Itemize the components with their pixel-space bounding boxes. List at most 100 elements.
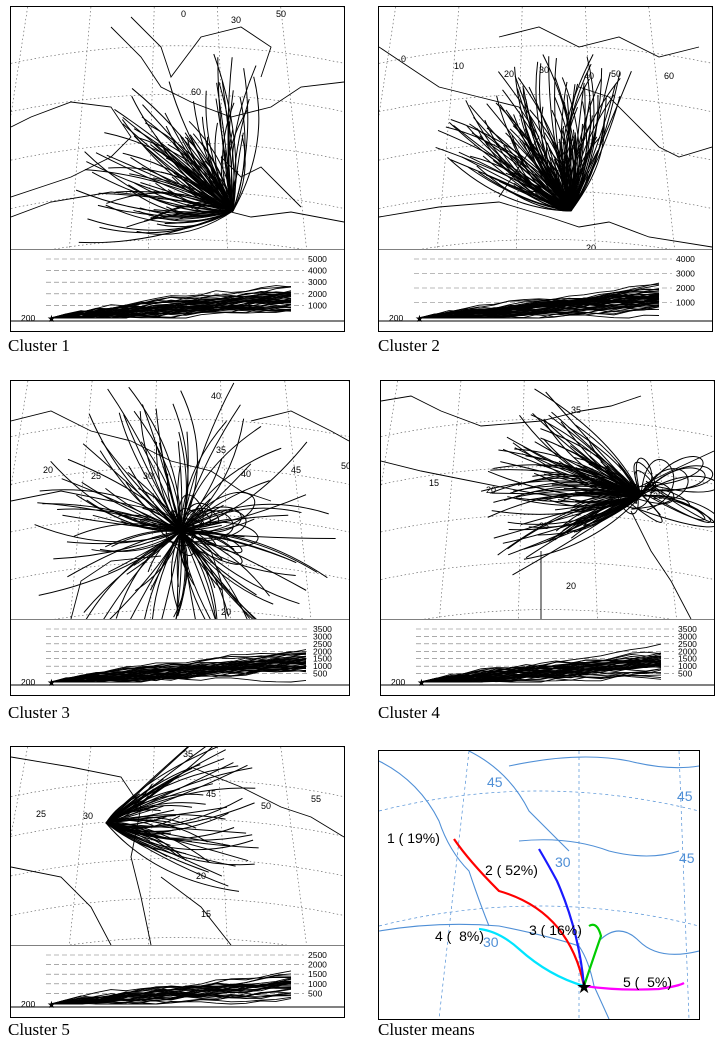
profile-height-label: 1000 [676, 298, 695, 308]
profile-height-label: 3000 [308, 277, 327, 287]
means-grid-label: 30 [483, 934, 499, 950]
map-grid-label: 20 [221, 607, 231, 617]
profile-trajectories [50, 970, 292, 1005]
cluster-2-trajectories [435, 54, 632, 212]
profile-height-label: 2000 [676, 283, 695, 293]
cluster-2-figure: 0 10 20 30 40 50 60 20 4000 3000 2000 1000 ★ 200 [378, 6, 713, 332]
profile-height-label: 2000 [308, 289, 327, 299]
map-grid-label: 50 [611, 69, 621, 79]
profile-height-label: 500 [678, 669, 692, 679]
cluster-1-caption: Cluster 1 [8, 336, 70, 355]
profile-start-height: 200 [21, 999, 35, 1009]
cluster-5-trajectory-map: 35 25 30 45 50 55 20 15 [11, 747, 344, 945]
cluster-5-mean-track [583, 982, 685, 991]
profile-height-label: 3000 [313, 631, 332, 641]
map-grid-label: 15 [429, 478, 439, 488]
means-grid-label: 45 [487, 774, 503, 790]
red-sea-coastline [630, 510, 692, 619]
profile-start-height: 200 [21, 313, 35, 323]
map-grid-label: 25 [653, 491, 663, 501]
libya-border [70, 555, 162, 619]
profile-trajectories [418, 282, 660, 319]
cluster-4-trajectory-map: 35 15 20 25 25 20 [381, 381, 714, 619]
means-coastlines [379, 751, 699, 1019]
profile-height-label: 500 [308, 988, 322, 998]
map-grid-label: 25 [91, 471, 101, 481]
origin-star-icon: ★ [576, 977, 592, 997]
profile-height-label: 2500 [308, 950, 327, 960]
cluster-1-trajectory-map: 0 30 50 60 [11, 7, 344, 249]
map-grid-label: 25 [36, 809, 46, 819]
profile-height-label: 5000 [308, 254, 327, 264]
cluster-means-map: 45 45 30 45 30 1 ( 19%) 2 ( 52%) 3 ( 16%) 4 ( 8%… [379, 751, 699, 1019]
cluster-1-trajectories [75, 53, 260, 244]
cluster-3-figure: 40 35 20 25 30 40 45 50 20 350030002500200015001… [10, 380, 350, 696]
map-grid-label: 40 [241, 469, 251, 479]
map-graticule [381, 381, 714, 619]
profile-height-label: 1000 [308, 300, 327, 310]
map-graticule [11, 7, 344, 249]
profile-height-label: 3000 [676, 269, 695, 279]
map-grid-label: 25 [539, 521, 549, 531]
cluster-4-panel: 35 15 20 25 25 20 3500 3000 2500 2000 1500 1000 500… [380, 380, 715, 696]
map-grid-label: 50 [276, 9, 286, 19]
profile-start-marker: ★ [47, 678, 56, 689]
cluster-2-caption: Cluster 2 [378, 336, 440, 355]
cluster-4-trajectories [480, 388, 714, 576]
profile-height-label: 2000 [678, 646, 697, 656]
map-graticule [11, 381, 349, 619]
profile-height-label: 4000 [676, 254, 695, 264]
profile-height-label: 3000 [678, 631, 697, 641]
cluster-4-mean-track [478, 927, 585, 988]
profile-start-height: 200 [391, 677, 405, 687]
means-grid-label: 30 [555, 854, 571, 870]
profile-start-marker: ★ [47, 314, 56, 325]
levant-coastline [381, 450, 714, 502]
cluster-2-mean-label: 2 ( 52%) [485, 862, 538, 878]
map-grid-label: 35 [183, 749, 193, 759]
map-grid-label: 0 [401, 54, 406, 64]
cluster-5-mean-label: 5 ( 5%) [623, 974, 672, 990]
cluster-1-mean-track [453, 838, 586, 987]
cluster-5-caption: Cluster 5 [8, 1020, 70, 1039]
cluster-1-panel: 0 30 50 60 5000 4000 3000 2000 1000 ★ 200 [10, 6, 345, 332]
profile-height-label: 2000 [308, 960, 327, 970]
map-grid-label: 30 [539, 65, 549, 75]
map-grid-label: 45 [206, 789, 216, 799]
profile-height-label: 3500 [313, 624, 332, 634]
cluster-5-panel: 35 25 30 45 50 55 20 15 2500 2000 1500 1000 500 ★ 200 [10, 746, 345, 1018]
persian-gulf-coastline [190, 766, 344, 838]
map-grid-label: 20 [566, 581, 576, 591]
profile-start-height: 200 [21, 677, 35, 687]
cluster-2-height-profile: 4000 3000 2000 1000 ★ 200 [379, 249, 712, 325]
cluster-4-caption: Cluster 4 [378, 703, 440, 722]
egypt-border [11, 866, 112, 945]
cluster-3-mean-label: 3 ( 16%) [529, 922, 582, 938]
profile-height-label: 1000 [308, 979, 327, 989]
caucasus-coastline [250, 410, 349, 442]
profile-height-label: 3500 [678, 624, 697, 634]
map-graticule [379, 7, 712, 249]
map-grid-label: 0 [181, 9, 186, 19]
anatolia-coastline [11, 410, 272, 502]
cluster-2-trajectory-map: 0 10 20 30 40 50 60 20 [379, 7, 712, 249]
black-sea-coastline [578, 86, 712, 158]
map-grid-label: 40 [211, 391, 221, 401]
profile-height-label: 2000 [313, 646, 332, 656]
profile-height-label: 2500 [678, 639, 697, 649]
cluster-3-panel: 40 35 20 25 30 40 45 50 20 350030002500200015001… [10, 380, 350, 696]
map-grid-label: 55 [311, 794, 321, 804]
north-coastline [381, 395, 642, 427]
profile-height-label: 1500 [678, 654, 697, 664]
means-grid-label: 45 [679, 850, 695, 866]
profile-trajectories [420, 643, 662, 683]
profile-height-label: 1500 [308, 969, 327, 979]
profile-start-marker: ★ [47, 1000, 56, 1011]
north-africa-coastline [379, 201, 712, 248]
map-grid-label: 20 [486, 485, 496, 495]
map-grid-label: 60 [191, 87, 201, 97]
cluster-5-figure: 35 25 30 45 50 55 20 15 2500 2000 1500 1000 500 ★ 200 [10, 746, 345, 1018]
